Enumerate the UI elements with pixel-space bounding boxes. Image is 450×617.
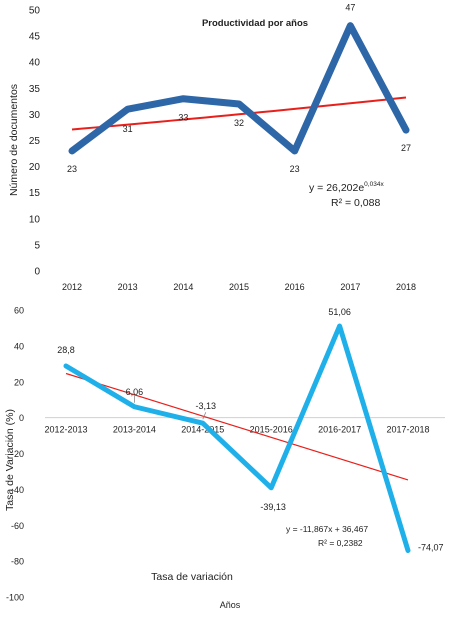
x-tick-label: 2013 xyxy=(118,282,138,292)
x-tick-label: 2014-2015 xyxy=(181,425,224,435)
trendline xyxy=(71,96,407,131)
trendline-r2: R² = 0,088 xyxy=(331,197,380,209)
y-tick-label: -100 xyxy=(6,593,24,603)
x-axis-label: Años xyxy=(220,600,241,610)
x-tick-label: 2017 xyxy=(340,282,360,292)
y-tick-label: 40 xyxy=(29,58,41,69)
x-tick-labels: 2012-2013 2013-2014 2014-2015 2015-2016 2016… xyxy=(44,425,429,435)
series-line xyxy=(63,323,411,553)
y-tick-label: 25 xyxy=(29,136,41,147)
y-tick-label: 35 xyxy=(29,84,41,95)
trendline-equation: y = -11,867x + 36,467 xyxy=(286,524,368,534)
x-tick-labels: 2012 2013 2014 2015 2016 2017 2018 xyxy=(62,282,416,292)
y-axis-label: Tasa de Variación (%) xyxy=(4,409,16,511)
data-label: 33 xyxy=(178,113,188,123)
x-tick-label: 2015 xyxy=(229,282,249,292)
y-tick-label: 20 xyxy=(29,162,41,173)
data-label: -74,07 xyxy=(418,542,444,552)
data-label: 32 xyxy=(234,118,244,128)
y-tick-label: 60 xyxy=(14,306,24,316)
data-label: 31 xyxy=(123,124,133,134)
trendline-equation: y = 26,202e0,034x xyxy=(309,181,384,194)
y-tick-label: 10 xyxy=(29,214,41,225)
y-tick-label: -60 xyxy=(11,521,24,531)
x-tick-label: 2017-2018 xyxy=(386,425,429,435)
x-tick-label: 2016-2017 xyxy=(318,425,361,435)
y-tick-label: 30 xyxy=(29,110,41,121)
data-label: 6,06 xyxy=(126,387,144,397)
legend-series-name: Tasa de variación xyxy=(151,571,233,583)
data-label: 23 xyxy=(67,164,77,174)
data-label: -3,13 xyxy=(196,401,217,411)
y-tick-label: 45 xyxy=(29,32,41,43)
y-tick-label: 0 xyxy=(19,413,24,423)
data-label: 27 xyxy=(401,143,411,153)
leader-line xyxy=(202,412,207,420)
data-label: 28,8 xyxy=(57,345,75,355)
x-tick-label: 2014 xyxy=(173,282,193,292)
data-label: 47 xyxy=(345,3,355,13)
trendline-r2: R² = 0,2382 xyxy=(318,538,363,548)
chart-title: Productividad por años xyxy=(202,18,308,29)
series-line-path xyxy=(68,22,410,155)
label-leader-lines xyxy=(133,395,207,420)
y-tick-label: -40 xyxy=(11,485,24,495)
x-tick-label: 2012 xyxy=(62,282,82,292)
x-tick-label: 2015-2016 xyxy=(250,425,293,435)
y-tick-label: -80 xyxy=(11,557,24,567)
y-tick-label: 5 xyxy=(34,240,40,251)
y-tick-label: 40 xyxy=(14,341,24,351)
x-tick-label: 2013-2014 xyxy=(113,425,156,435)
data-label: 23 xyxy=(290,164,300,174)
y-tick-labels: -100 -80 -60 -40 -20 0 20 40 60 xyxy=(6,306,24,603)
trendline-path xyxy=(65,372,409,481)
data-label: 51,06 xyxy=(328,307,351,317)
data-labels: 23 31 33 32 23 47 27 xyxy=(67,3,411,174)
chart-tasa-variacion: Tasa de Variación (%) -100 -80 -60 -40 -20 0 2… xyxy=(4,306,445,610)
series-line xyxy=(68,22,410,155)
y-axis-label: Número de documentos xyxy=(8,84,20,196)
x-tick-label: 2012-2013 xyxy=(44,425,87,435)
y-tick-label: 50 xyxy=(29,6,41,17)
y-tick-label: 20 xyxy=(14,377,24,387)
data-label: -39,13 xyxy=(260,502,286,512)
series-line-path xyxy=(63,323,411,553)
x-tick-label: 2018 xyxy=(396,282,416,292)
trendline-path xyxy=(71,96,407,131)
x-tick-label: 2016 xyxy=(285,282,305,292)
y-tick-label: 0 xyxy=(34,267,40,278)
chart-productividad: Productividad por años Número de documen… xyxy=(8,3,416,292)
y-tick-labels: 0 5 10 15 20 25 30 35 40 45 50 xyxy=(29,6,41,278)
data-labels: 28,8 6,06 -3,13 -39,13 51,06 -74,07 xyxy=(57,307,443,552)
y-tick-label: -20 xyxy=(11,449,24,459)
trendline xyxy=(65,372,409,481)
y-tick-label: 15 xyxy=(29,188,41,199)
